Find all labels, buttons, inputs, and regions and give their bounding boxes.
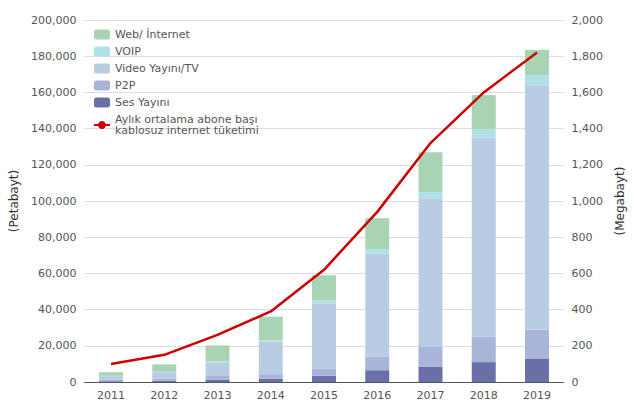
- svg-text:2011: 2011: [97, 389, 125, 402]
- svg-text:2017: 2017: [416, 389, 444, 402]
- svg-text:Web/ İnternet: Web/ İnternet: [115, 28, 191, 41]
- svg-text:P2P: P2P: [115, 79, 136, 92]
- svg-text:800: 800: [572, 231, 593, 244]
- svg-text:2018: 2018: [470, 389, 498, 402]
- svg-text:(Megabayt): (Megabayt): [613, 167, 627, 236]
- svg-text:40,000: 40,000: [38, 303, 77, 316]
- svg-text:1,600: 1,600: [572, 86, 604, 99]
- svg-text:kablosuz internet tüketimi: kablosuz internet tüketimi: [115, 124, 259, 137]
- svg-text:2019: 2019: [523, 389, 551, 402]
- svg-text:2016: 2016: [363, 389, 391, 402]
- svg-text:2014: 2014: [257, 389, 285, 402]
- svg-text:0: 0: [572, 376, 579, 389]
- svg-text:0: 0: [69, 376, 76, 389]
- svg-text:Video Yayını/TV: Video Yayını/TV: [115, 62, 199, 75]
- svg-text:2012: 2012: [150, 389, 178, 402]
- svg-text:1,800: 1,800: [572, 50, 604, 63]
- svg-text:140,000: 140,000: [31, 122, 77, 135]
- svg-text:1,000: 1,000: [572, 195, 604, 208]
- svg-text:20,000: 20,000: [38, 339, 77, 352]
- svg-text:2015: 2015: [310, 389, 338, 402]
- svg-text:(Petabayt): (Petabayt): [7, 170, 21, 232]
- svg-text:VOIP: VOIP: [115, 45, 141, 58]
- svg-text:160,000: 160,000: [31, 86, 77, 99]
- svg-text:200: 200: [572, 339, 593, 352]
- svg-text:80,000: 80,000: [38, 231, 77, 244]
- svg-text:2013: 2013: [204, 389, 232, 402]
- svg-text:1,400: 1,400: [572, 122, 604, 135]
- svg-text:2,000: 2,000: [572, 14, 604, 27]
- svg-text:180,000: 180,000: [31, 50, 77, 63]
- svg-text:Ses Yayını: Ses Yayını: [115, 96, 170, 109]
- svg-text:120,000: 120,000: [31, 158, 77, 171]
- svg-text:60,000: 60,000: [38, 267, 77, 280]
- svg-text:600: 600: [572, 267, 593, 280]
- svg-text:200,000: 200,000: [31, 14, 77, 27]
- svg-text:400: 400: [572, 303, 593, 316]
- svg-text:Aylık ortalama abone başı: Aylık ortalama abone başı: [115, 113, 258, 126]
- svg-text:100,000: 100,000: [31, 195, 77, 208]
- svg-text:1,200: 1,200: [572, 158, 604, 171]
